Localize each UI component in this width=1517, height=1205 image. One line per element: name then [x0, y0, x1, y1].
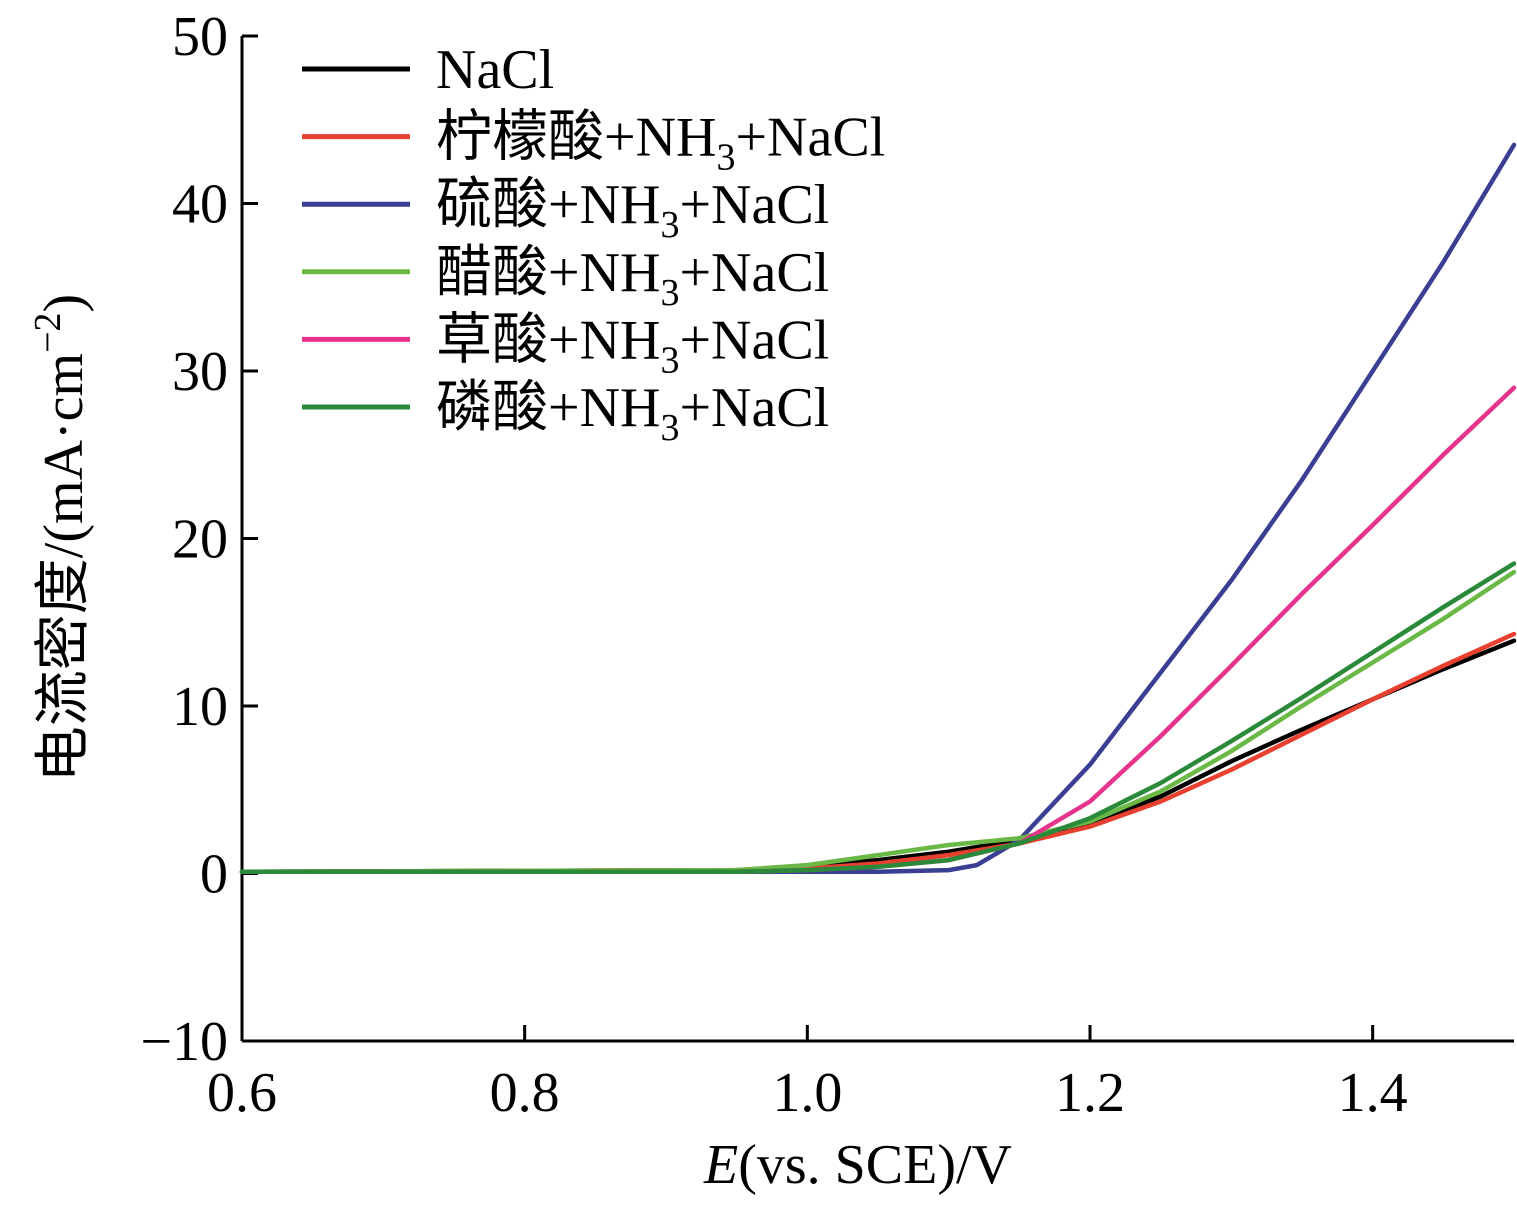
y-tick-label: 10	[172, 676, 228, 738]
legend-label-suffix: +NaCl	[679, 309, 829, 371]
legend-label-4: 醋酸+NH3+NaCl	[436, 242, 829, 314]
x-ticks: 0.6 0.8 1.0 1.2 1.4	[207, 1025, 1408, 1124]
y-tick-label: 30	[172, 341, 228, 403]
x-axis-title: E(vs. SCE)/V	[703, 1134, 1012, 1196]
y-tick-label: −10	[140, 1011, 228, 1073]
y-tick-label: 20	[172, 509, 228, 571]
legend-label-text: 硫酸+NH	[436, 174, 660, 236]
x-tick-label: 1.4	[1338, 1062, 1408, 1124]
x-tick-label: 0.6	[207, 1062, 277, 1124]
y-ticks: −10 0 10 20 30 40 50	[140, 6, 258, 1073]
series-line-2	[239, 631, 1517, 875]
x-axis-title-variable: E	[703, 1134, 738, 1196]
y-tick-label: 50	[172, 6, 228, 68]
x-tick-label: 1.0	[772, 1062, 842, 1124]
legend-label-subscript: 3	[660, 204, 679, 246]
series-line-3	[239, 142, 1517, 875]
y-axis-title-close: )	[33, 294, 95, 313]
legend-label-2: 柠檬酸+NH3+NaCl	[436, 107, 885, 179]
legend-label-suffix: +NaCl	[735, 107, 885, 169]
x-axis-title-rest: (vs. SCE)/V	[738, 1134, 1012, 1196]
legend-label-subscript: 3	[660, 407, 679, 449]
axes: −10 0 10 20 30 40 50 0.6 0.8 1.0 1.2 1.4	[140, 6, 1514, 1124]
x-tick-label: 0.8	[490, 1062, 560, 1124]
series-line-5	[239, 385, 1517, 875]
legend-label-3: 硫酸+NH3+NaCl	[436, 174, 829, 246]
legend-label-suffix: +NaCl	[679, 242, 829, 304]
series-line-4	[239, 569, 1517, 875]
series-line-1	[239, 638, 1517, 875]
legend-label-suffix: +NaCl	[679, 174, 829, 236]
legend-label-text: 草酸+NH	[436, 309, 660, 371]
y-tick-label: 0	[200, 844, 228, 906]
y-tick-label: 40	[172, 174, 228, 236]
legend-label-text: NaCl	[436, 39, 554, 101]
legend-label-6: 磷酸+NH3+NaCl	[436, 377, 829, 449]
legend-label-text: 磷酸+NH	[436, 377, 660, 439]
y-axis-title-main: 电流密度/(mA·cm	[33, 353, 95, 782]
legend-label-1: NaCl	[436, 39, 554, 101]
series-group	[239, 142, 1517, 875]
legend-label-subscript: 3	[660, 339, 679, 381]
legend-label-5: 草酸+NH3+NaCl	[436, 309, 829, 381]
legend-label-suffix: +NaCl	[679, 377, 829, 439]
legend-label-text: 醋酸+NH	[436, 242, 660, 304]
legend: NaCl柠檬酸+NH3+NaCl硫酸+NH3+NaCl醋酸+NH3+NaCl草酸…	[302, 39, 885, 449]
y-axis-title-superscript: −2	[27, 312, 69, 352]
legend-label-text: 柠檬酸+NH	[436, 107, 716, 169]
legend-label-subscript: 3	[716, 137, 735, 179]
y-axis-title: 电流密度/(mA·cm−2)	[27, 294, 95, 782]
legend-label-subscript: 3	[660, 272, 679, 314]
series-line-6	[239, 561, 1517, 875]
x-tick-label: 1.2	[1055, 1062, 1125, 1124]
